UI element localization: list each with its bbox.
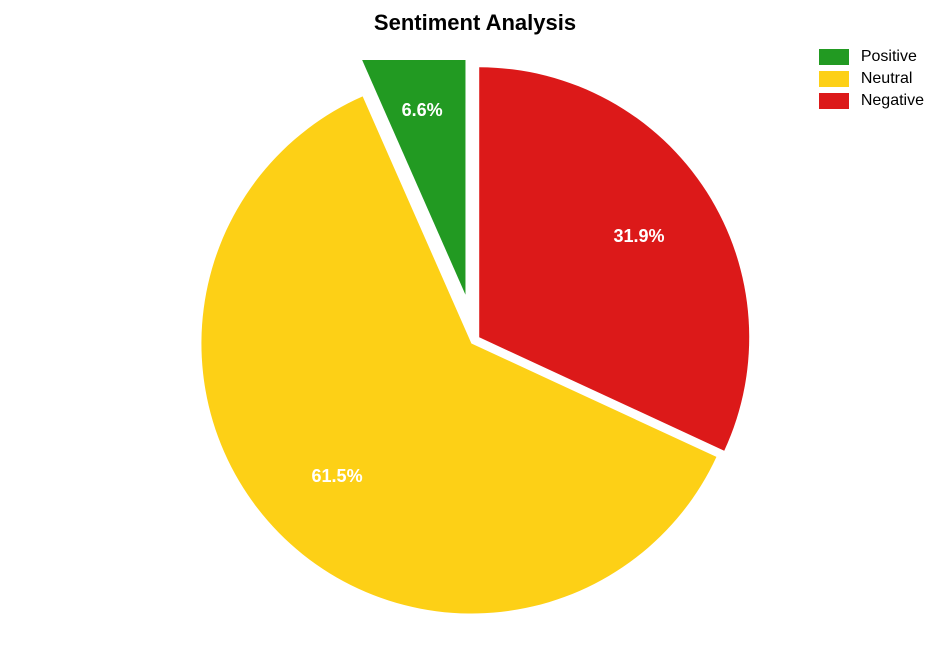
pie-chart: 6.6% 61.5% 31.9% [195, 60, 755, 620]
legend: Positive Neutral Negative [819, 48, 924, 114]
legend-label-positive: Positive [861, 48, 917, 66]
legend-swatch-negative [819, 93, 849, 109]
pie-chart-svg [195, 60, 755, 620]
slice-label-negative: 31.9% [613, 226, 664, 247]
legend-item-negative: Negative [819, 92, 924, 110]
chart-title: Sentiment Analysis [0, 10, 950, 36]
slice-label-neutral: 61.5% [312, 466, 363, 487]
legend-item-positive: Positive [819, 48, 924, 66]
legend-swatch-positive [819, 49, 849, 65]
legend-item-neutral: Neutral [819, 70, 924, 88]
legend-label-neutral: Neutral [861, 70, 913, 88]
legend-swatch-neutral [819, 71, 849, 87]
slice-label-positive: 6.6% [402, 100, 443, 121]
legend-label-negative: Negative [861, 92, 924, 110]
